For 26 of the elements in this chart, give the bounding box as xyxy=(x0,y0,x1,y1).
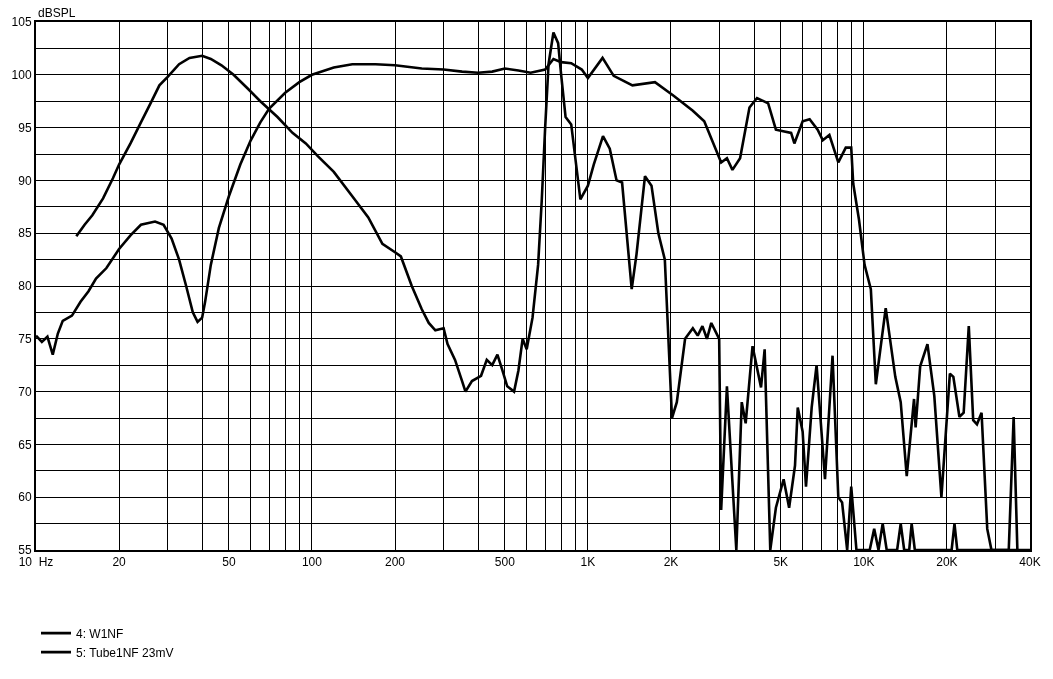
legend-label: 5: Tube1NF 23mV xyxy=(76,645,174,660)
y-tick-label: 95 xyxy=(18,120,32,135)
x-tick-label: 100 xyxy=(301,555,323,570)
y-tick-label: 80 xyxy=(18,279,32,294)
x-tick-label: 5K xyxy=(773,555,789,570)
x-tick-label: 20K xyxy=(936,555,958,570)
legend-label: 4: W1NF xyxy=(76,626,124,641)
y-tick-label: 90 xyxy=(18,173,32,188)
y-tick-label: 75 xyxy=(18,332,32,346)
y-tick-label: 55 xyxy=(18,543,32,558)
x-tick-label: 10K xyxy=(853,555,875,570)
y-tick-label: 85 xyxy=(18,226,32,241)
x-tick-label: 10 Hz xyxy=(18,555,54,570)
x-tick-label: 2K xyxy=(663,555,679,570)
x-tick-label: 1K xyxy=(580,555,596,570)
x-tick-label: 20 xyxy=(112,555,127,570)
x-tick-label: 50 xyxy=(222,555,236,570)
x-tick-label: 500 xyxy=(494,555,516,570)
x-tick-label: 200 xyxy=(385,555,406,570)
y-axis-title: dBSPL xyxy=(38,6,76,20)
y-tick-label: 100 xyxy=(11,68,32,82)
y-tick-label: 60 xyxy=(18,490,32,505)
y-tick-label: 105 xyxy=(11,15,32,30)
y-tick-label: 70 xyxy=(18,384,32,399)
y-tick-label: 65 xyxy=(18,437,32,452)
x-tick-label: 40K xyxy=(1019,555,1041,570)
